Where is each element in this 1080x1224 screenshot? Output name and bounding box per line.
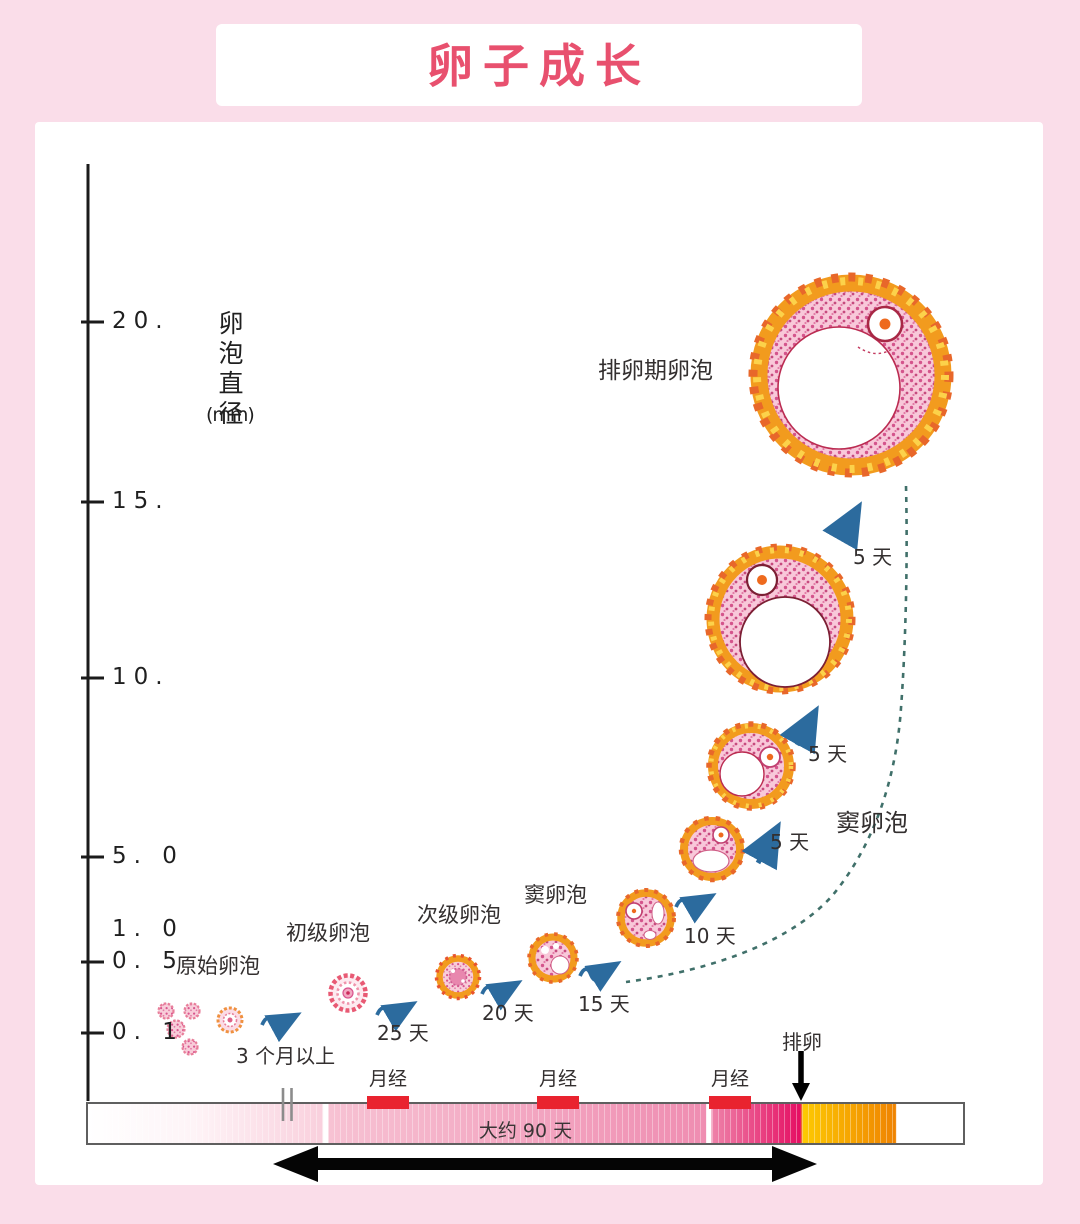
label-secondary: 次级卵泡 bbox=[417, 903, 501, 927]
antral-group-dashed-curve bbox=[625, 485, 908, 984]
menstruation-marker-1 bbox=[367, 1096, 409, 1109]
label-primary: 初级卵泡 bbox=[286, 921, 370, 945]
menstruation-marker-2 bbox=[537, 1096, 579, 1109]
follicle-primordial-cluster bbox=[157, 1002, 244, 1056]
follicle-antral-4mm bbox=[616, 888, 676, 948]
duration-3months: 3 个月以上 bbox=[236, 1044, 336, 1068]
label-antral-small: 窦卵泡 bbox=[524, 883, 587, 907]
follicle-antral-9mm bbox=[706, 721, 796, 811]
duration-10days: 10 天 bbox=[684, 924, 736, 948]
label-primordial: 原始卵泡 bbox=[176, 954, 260, 978]
title-banner: 卵子成长 bbox=[216, 24, 862, 106]
y-tick-05: 0. 5 bbox=[112, 948, 184, 974]
y-tick-15: 15. bbox=[112, 488, 170, 514]
ovulation-arrow-icon bbox=[792, 1051, 810, 1101]
arrow-3months-icon bbox=[260, 1012, 302, 1043]
axis-break-icon bbox=[281, 1088, 293, 1121]
arrow-5days-b-icon bbox=[779, 705, 819, 755]
menstruation-label-3: 月经 bbox=[710, 1068, 749, 1090]
timeline-gradient bbox=[88, 1104, 963, 1143]
page-title: 卵子成长 bbox=[427, 39, 651, 93]
duration-5days-c: 5 天 bbox=[853, 545, 893, 569]
follicle-antral-2mm bbox=[527, 932, 579, 984]
y-tick-01: 0. 1 bbox=[112, 1019, 184, 1045]
progress-arrow-icons bbox=[260, 501, 862, 1043]
timeline-stripes bbox=[88, 1104, 963, 1143]
duration-25days: 25 天 bbox=[377, 1021, 429, 1045]
duration-15days: 15 天 bbox=[578, 992, 630, 1016]
y-axis-title: 卵泡直径 bbox=[215, 310, 244, 430]
y-tick-5: 5. 0 bbox=[112, 843, 184, 869]
label-antral-group: 窦卵泡 bbox=[836, 809, 908, 837]
arrow-25days-icon bbox=[375, 1001, 418, 1032]
duration-20days: 20 天 bbox=[482, 1001, 534, 1025]
menstruation-markers bbox=[367, 1096, 751, 1109]
arrow-10days-icon bbox=[674, 893, 717, 924]
follicle-secondary bbox=[434, 953, 482, 1001]
y-axis bbox=[81, 164, 104, 1101]
arrow-5days-c-icon bbox=[822, 501, 862, 551]
y-tick-10: 10. bbox=[112, 664, 170, 690]
menstruation-label-2: 月经 bbox=[538, 1068, 577, 1090]
label-ovulatory: 排卵期卵泡 bbox=[598, 358, 713, 384]
follicle-ovulatory bbox=[748, 272, 954, 478]
follicle-antral-7mm bbox=[678, 815, 746, 883]
arrow-20days-icon bbox=[480, 980, 523, 1011]
arrow-15days-icon bbox=[578, 961, 622, 992]
y-tick-1: 1. 0 bbox=[112, 916, 184, 942]
y-tick-20: 20. bbox=[112, 308, 170, 334]
duration-5days-a: 5 天 bbox=[770, 830, 810, 854]
span-double-arrow-icon bbox=[273, 1146, 817, 1182]
follicle-primary bbox=[328, 973, 368, 1013]
menstruation-label-1: 月经 bbox=[368, 1068, 407, 1090]
span-label: 大约 90 天 bbox=[478, 1120, 573, 1142]
menstruation-marker-3 bbox=[709, 1096, 751, 1109]
y-axis-unit: (mm) bbox=[206, 404, 255, 426]
follicle-antral-13mm bbox=[704, 543, 856, 695]
duration-5days-b: 5 天 bbox=[808, 742, 848, 766]
timeline-bar bbox=[86, 1102, 965, 1145]
arrow-5days-a-icon bbox=[741, 821, 781, 871]
ovulation-label: 排卵 bbox=[782, 1030, 822, 1054]
